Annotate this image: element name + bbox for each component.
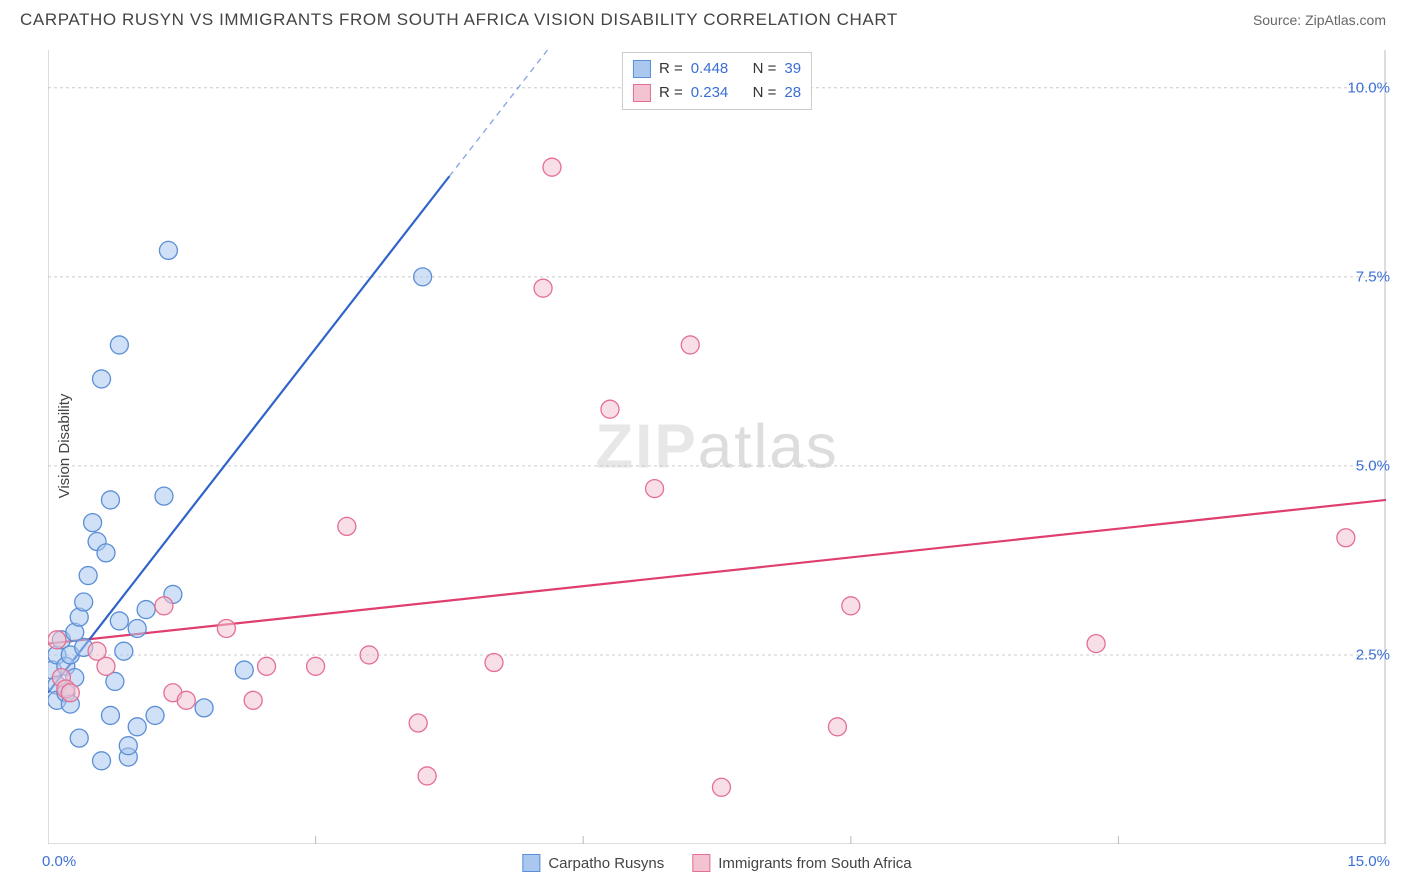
series-legend-item: Immigrants from South Africa xyxy=(692,854,911,872)
scatter-plot-svg xyxy=(48,50,1386,844)
y-tick-label: 7.5% xyxy=(1356,268,1390,285)
correlation-legend: R = 0.448 N = 39 R = 0.234 N = 28 xyxy=(622,52,812,110)
series-legend-item: Carpatho Rusyns xyxy=(522,854,664,872)
legend-swatch xyxy=(633,60,651,78)
x-min-label: 0.0% xyxy=(42,853,76,870)
legend-swatch xyxy=(633,84,651,102)
page-title: CARPATHO RUSYN VS IMMIGRANTS FROM SOUTH … xyxy=(20,10,898,30)
legend-row: R = 0.448 N = 39 xyxy=(633,57,801,81)
source-label: Source: ZipAtlas.com xyxy=(1253,12,1386,28)
legend-swatch xyxy=(522,854,540,872)
y-tick-label: 2.5% xyxy=(1356,646,1390,663)
series-name: Carpatho Rusyns xyxy=(548,855,664,872)
chart-area: ZIPatlas R = 0.448 N = 39 R = 0.234 N = … xyxy=(48,50,1386,844)
legend-swatch xyxy=(692,854,710,872)
series-legend: Carpatho Rusyns Immigrants from South Af… xyxy=(522,854,911,872)
legend-n-value: 28 xyxy=(784,81,801,105)
legend-n-key: N = xyxy=(753,81,777,105)
series-name: Immigrants from South Africa xyxy=(718,855,911,872)
legend-r-key: R = xyxy=(659,81,683,105)
legend-n-value: 39 xyxy=(784,57,801,81)
y-tick-label: 5.0% xyxy=(1356,457,1390,474)
y-tick-label: 10.0% xyxy=(1347,79,1390,96)
legend-row: R = 0.234 N = 28 xyxy=(633,81,801,105)
legend-r-key: R = xyxy=(659,57,683,81)
legend-r-value: 0.234 xyxy=(691,81,729,105)
legend-n-key: N = xyxy=(753,57,777,81)
legend-r-value: 0.448 xyxy=(691,57,729,81)
x-max-label: 15.0% xyxy=(1347,853,1390,870)
